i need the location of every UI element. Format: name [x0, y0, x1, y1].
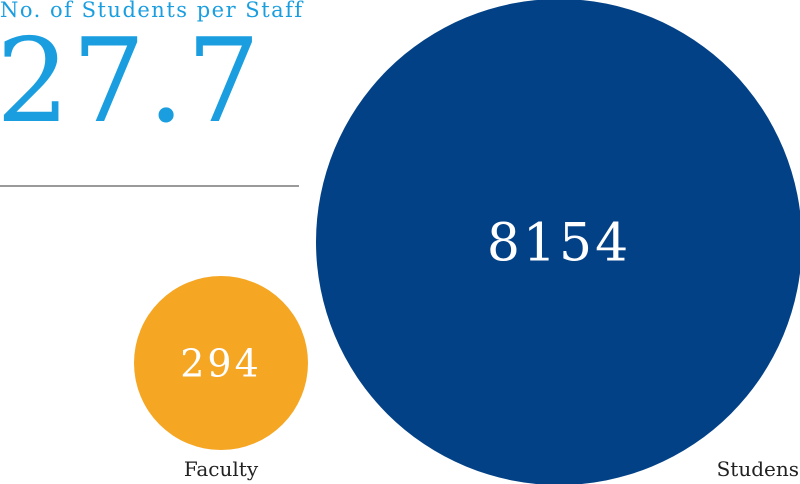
students-per-staff-value: 27.7	[0, 14, 263, 149]
divider-line	[0, 185, 299, 187]
category-label-students: Studens	[717, 457, 799, 481]
value-label-students: 8154	[487, 214, 631, 274]
chart-title: No. of Students per Staff	[0, 0, 304, 22]
category-label-faculty: Faculty	[184, 457, 259, 481]
bubble-faculty	[134, 276, 308, 450]
bubble-students	[316, 0, 800, 484]
value-label-faculty: 294	[180, 342, 262, 386]
